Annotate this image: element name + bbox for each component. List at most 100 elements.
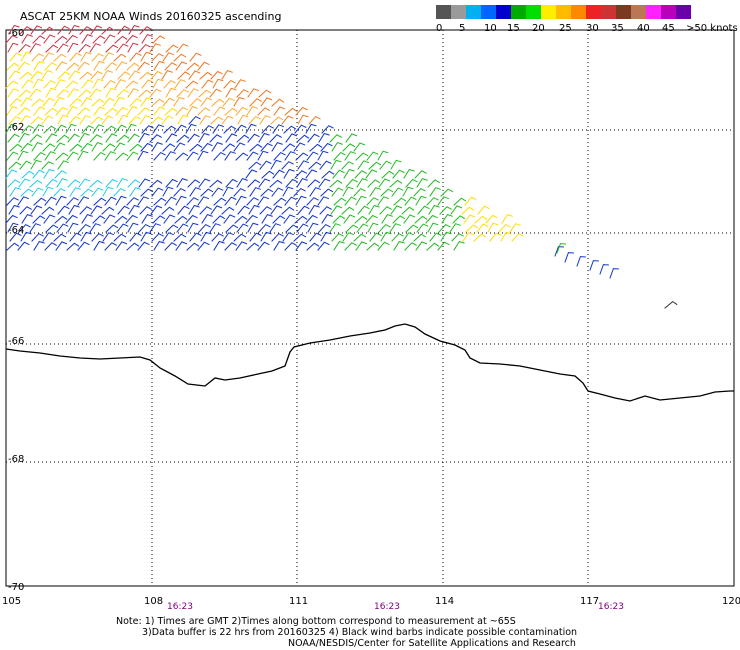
wind-barb bbox=[321, 125, 334, 134]
wind-barb bbox=[127, 133, 140, 143]
wind-barb bbox=[223, 125, 237, 134]
wind-barb bbox=[331, 187, 344, 197]
wind-barb bbox=[380, 188, 394, 197]
wind-barb bbox=[664, 300, 678, 309]
wind-barb bbox=[141, 34, 153, 44]
wind-barb bbox=[404, 242, 417, 251]
wind-barb bbox=[235, 152, 249, 161]
wind-barb bbox=[7, 88, 20, 98]
wind-barb bbox=[392, 169, 405, 179]
wind-barb bbox=[141, 79, 154, 89]
wind-barb bbox=[576, 256, 586, 267]
wind-barb bbox=[33, 240, 45, 251]
wind-barb bbox=[318, 223, 331, 233]
wind-barb bbox=[270, 159, 282, 170]
wind-barb bbox=[7, 179, 21, 188]
lat-label-top: -60 bbox=[8, 28, 24, 39]
wind-barb bbox=[93, 60, 105, 71]
wind-barb bbox=[113, 142, 126, 152]
wind-barb bbox=[91, 233, 104, 242]
wind-barb bbox=[165, 178, 178, 188]
wind-barb bbox=[139, 26, 152, 35]
wind-barb bbox=[237, 205, 250, 215]
wind-barb bbox=[439, 206, 452, 215]
wind-barb bbox=[150, 116, 164, 125]
wind-barb bbox=[173, 187, 186, 197]
wind-barb bbox=[90, 25, 103, 35]
wind-barb bbox=[176, 223, 189, 233]
wind-barb bbox=[258, 178, 271, 188]
wind-barb bbox=[102, 143, 116, 152]
wind-barb bbox=[329, 179, 343, 188]
wind-barb bbox=[9, 232, 22, 242]
wind-barb bbox=[89, 179, 103, 188]
wind-barb bbox=[224, 242, 237, 251]
wind-barb bbox=[77, 150, 89, 161]
wind-barb bbox=[285, 224, 299, 233]
wind-barb bbox=[309, 143, 323, 152]
wind-barb bbox=[234, 124, 247, 134]
wind-barb bbox=[186, 197, 199, 206]
wind-barb bbox=[57, 25, 70, 35]
wind-barb bbox=[188, 70, 201, 80]
wind-barb bbox=[55, 152, 69, 161]
map-frame bbox=[5, 29, 735, 587]
wind-barb bbox=[77, 241, 90, 251]
speed-legend bbox=[436, 5, 691, 19]
wind-barb bbox=[44, 151, 56, 161]
wind-barb bbox=[294, 124, 307, 134]
wind-barb bbox=[249, 143, 263, 152]
wind-barb bbox=[365, 214, 378, 224]
wind-barb bbox=[5, 169, 18, 179]
wind-barb bbox=[55, 106, 68, 116]
wind-barb bbox=[105, 87, 117, 98]
wind-barb bbox=[282, 143, 296, 152]
wind-barb bbox=[213, 240, 225, 251]
wind-barb bbox=[163, 79, 176, 89]
wind-barb bbox=[235, 241, 248, 251]
legend-swatch bbox=[481, 5, 496, 19]
wind-barb bbox=[318, 132, 330, 143]
wind-barb bbox=[150, 70, 163, 80]
wind-barb bbox=[174, 124, 187, 134]
wind-barb bbox=[377, 241, 390, 251]
wind-barb bbox=[401, 206, 415, 215]
wind-barb bbox=[197, 241, 210, 251]
wind-barb bbox=[21, 34, 33, 44]
lat-label: -68 bbox=[8, 454, 24, 465]
wind-barb bbox=[66, 106, 78, 116]
wind-barb bbox=[21, 79, 34, 89]
wind-barb bbox=[81, 214, 93, 224]
wind-barb bbox=[42, 97, 55, 107]
wind-barb bbox=[427, 179, 441, 188]
wind-barb bbox=[102, 52, 115, 62]
wind-barb bbox=[78, 43, 91, 53]
wind-barb bbox=[353, 142, 366, 152]
graticule bbox=[6, 30, 734, 586]
wind-barb bbox=[69, 187, 81, 197]
wind-barb bbox=[115, 152, 129, 161]
wind-barb bbox=[174, 215, 188, 224]
wind-barb bbox=[297, 205, 310, 215]
wind-barb bbox=[138, 89, 152, 98]
wind-barb bbox=[283, 125, 297, 134]
wind-barb bbox=[43, 168, 55, 179]
wind-barb bbox=[414, 170, 427, 179]
wind-barb bbox=[104, 107, 118, 116]
wind-barb bbox=[306, 197, 319, 206]
wind-barb bbox=[474, 215, 488, 224]
wind-barb bbox=[282, 232, 295, 242]
wind-barb bbox=[197, 61, 210, 71]
wind-barb bbox=[45, 133, 58, 143]
wind-barb bbox=[249, 187, 261, 197]
wind-barb bbox=[54, 79, 66, 89]
wind-barb bbox=[306, 242, 320, 251]
wind-barb bbox=[149, 223, 161, 233]
wind-barb bbox=[5, 80, 19, 89]
wind-barb bbox=[5, 34, 18, 44]
wind-barb bbox=[55, 195, 67, 206]
wind-barb bbox=[116, 134, 130, 143]
wind-barb bbox=[473, 233, 487, 242]
wind-barb bbox=[365, 169, 378, 179]
wind-barb bbox=[259, 206, 272, 215]
